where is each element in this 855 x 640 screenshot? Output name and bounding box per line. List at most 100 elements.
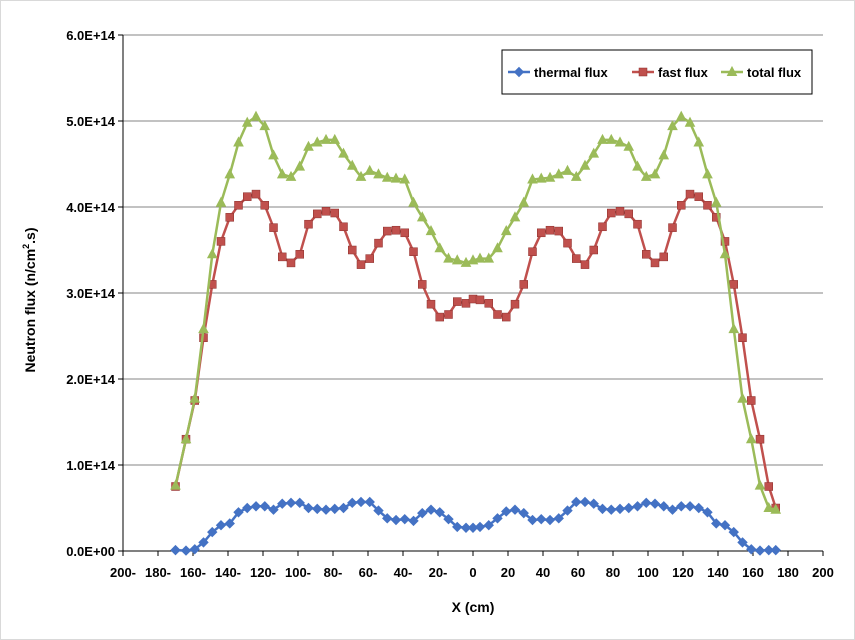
fast-flux-point	[528, 247, 537, 256]
total-flux-point	[623, 140, 635, 151]
y-tick-label: 6.0E+14	[66, 28, 116, 43]
total-flux-point	[632, 160, 643, 171]
fast-flux-point	[615, 207, 625, 216]
thermal-flux-point	[693, 502, 704, 514]
legend-item-thermal-flux: thermal flux	[508, 65, 608, 80]
fast-flux-point	[554, 226, 563, 236]
total-flux-point	[527, 173, 538, 184]
x-tick-label: 200	[812, 565, 834, 580]
thermal-flux-point	[623, 502, 634, 514]
total-flux-point	[198, 323, 209, 334]
total-flux-point	[675, 110, 687, 121]
thermal-flux-point	[553, 513, 564, 524]
total-flux-point	[535, 172, 547, 183]
thermal-flux-point	[373, 505, 384, 516]
thermal-flux-point	[536, 513, 547, 525]
fast-flux-point	[321, 207, 331, 216]
total-flux-point	[492, 242, 503, 253]
fast-flux-point	[703, 201, 712, 210]
fast-flux-point	[598, 222, 607, 232]
thermal-flux-point	[737, 537, 748, 548]
thermal-flux-point	[606, 504, 617, 515]
thermal-flux-point	[649, 498, 661, 509]
legend-swatch-marker	[513, 66, 525, 78]
fast-flux-point	[356, 260, 366, 269]
fast-flux-point	[383, 226, 392, 236]
total-flux-point	[425, 225, 437, 236]
thermal-flux-point	[382, 513, 393, 524]
thermal-flux-point	[658, 501, 669, 512]
fast-flux-point	[426, 299, 436, 309]
total-flux-point	[553, 168, 565, 179]
y-axis-title: Neutron flux (n/cm2.s)	[21, 227, 38, 372]
thermal-flux-point	[434, 507, 445, 518]
total-flux-point	[483, 252, 495, 263]
x-tick-label: 160	[742, 565, 764, 580]
total-flux-point	[509, 211, 521, 222]
x-tick-label: 20	[501, 565, 515, 580]
y-axis-title-tail: .s)	[22, 227, 38, 243]
x-tick-label: 200-	[110, 565, 136, 580]
thermal-flux-point	[180, 545, 192, 556]
thermal-flux-point	[562, 505, 573, 516]
x-axis-title: X (cm)	[452, 599, 495, 615]
x-tick-label: 140-	[215, 565, 241, 580]
total-flux-point	[579, 159, 591, 170]
x-tick-label: 80-	[324, 565, 343, 580]
total-flux-point	[684, 116, 696, 127]
x-tick-label: 160-	[180, 565, 206, 580]
legend-item-fast-flux: fast flux	[632, 65, 709, 80]
fast-flux-point	[243, 192, 252, 201]
thermal-flux-point	[242, 502, 253, 514]
total-flux-point	[329, 133, 341, 144]
fast-flux-point	[484, 299, 493, 308]
x-tick-label: 180-	[145, 565, 171, 580]
fast-flux-point	[659, 252, 668, 262]
total-flux-point	[390, 172, 402, 183]
total-flux-point	[562, 164, 573, 175]
y-tick-label: 0.0E+00	[66, 544, 115, 559]
x-tick-label: 0	[469, 565, 476, 580]
thermal-flux-point	[399, 513, 410, 525]
thermal-flux-point	[312, 503, 323, 515]
series-total-flux	[170, 110, 782, 514]
fast-flux-point	[330, 208, 339, 218]
series-fast-flux	[171, 189, 780, 513]
thermal-flux-point	[667, 504, 678, 515]
fast-flux-point	[475, 295, 485, 305]
total-flux-point	[451, 254, 463, 265]
fast-flux-point	[374, 238, 383, 248]
thermal-flux-point	[492, 513, 503, 524]
fast-flux-point	[519, 280, 528, 289]
fast-flux-point	[225, 213, 234, 222]
fast-flux-point	[589, 245, 598, 255]
total-flux-point	[702, 168, 713, 179]
fast-flux-point	[435, 312, 444, 322]
x-tick-label: 60-	[359, 565, 378, 580]
fast-flux-point	[461, 299, 471, 308]
fast-flux-point	[580, 260, 590, 269]
total-flux-point	[474, 252, 486, 263]
y-tick-label: 1.0E+14	[66, 458, 116, 473]
thermal-flux-point	[571, 496, 582, 508]
grid-lines	[123, 34, 823, 466]
total-flux-point	[737, 392, 748, 403]
total-flux-point	[544, 171, 556, 182]
fast-flux-point	[764, 482, 773, 491]
thermal-flux-point	[408, 515, 419, 527]
series-thermal-flux	[170, 496, 781, 556]
fast-flux-point	[729, 280, 738, 289]
thermal-flux-point	[770, 544, 781, 556]
total-flux-point	[355, 170, 367, 181]
thermal-flux-point	[452, 521, 463, 533]
thermal-flux-point	[198, 537, 209, 548]
thermal-flux-point	[614, 503, 626, 515]
thermal-flux-point	[579, 496, 591, 508]
thermal-flux-point	[417, 507, 428, 519]
thermal-flux-point	[347, 497, 358, 509]
thermal-flux-point	[746, 544, 757, 555]
fast-flux-point	[502, 312, 511, 322]
total-flux-point	[614, 136, 626, 147]
y-tick-label: 5.0E+14	[66, 114, 116, 129]
fast-flux-point	[444, 310, 453, 319]
